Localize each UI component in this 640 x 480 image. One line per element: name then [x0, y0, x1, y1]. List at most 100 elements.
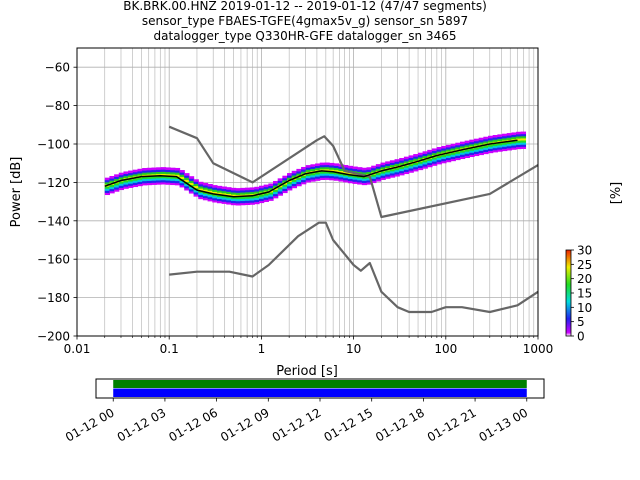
density-cell [516, 142, 522, 145]
density-cell [151, 182, 157, 185]
density-cell [282, 186, 288, 189]
density-cell [249, 193, 255, 197]
density-cell [188, 182, 195, 186]
density-cell [179, 174, 185, 177]
density-cell [436, 151, 442, 154]
density-cell [128, 170, 134, 174]
density-cell [459, 154, 466, 157]
density-cell [179, 180, 185, 184]
density-cell [216, 198, 223, 202]
density-cell [441, 154, 447, 157]
density-cell [431, 148, 438, 152]
density-cell [431, 150, 438, 154]
density-cell [109, 186, 115, 190]
density-cell [216, 192, 223, 195]
density-cell [123, 175, 129, 179]
ppsd-series [104, 125, 539, 314]
density-cell [474, 149, 480, 152]
density-cell [516, 138, 522, 141]
density-cell [441, 156, 447, 160]
density-cell [516, 146, 522, 150]
density-cell [156, 167, 162, 170]
density-cell [469, 148, 475, 151]
density-cell [347, 165, 354, 169]
density-cell [198, 183, 204, 187]
density-cell [249, 200, 255, 203]
density-cell [343, 165, 349, 168]
density-cell [174, 178, 181, 182]
density-cell [459, 145, 466, 149]
density-cell [413, 166, 419, 170]
low-noise-model-line [169, 221, 539, 314]
density-cell [109, 188, 115, 192]
density-cell [431, 152, 438, 156]
density-cell [329, 165, 335, 168]
density-cell [188, 186, 195, 190]
density-cell [310, 176, 316, 180]
density-cell [235, 198, 241, 202]
density-cell [436, 161, 442, 165]
density-cell [263, 186, 269, 190]
density-cell [343, 171, 349, 174]
density-cell [450, 156, 456, 160]
density-cell [497, 142, 503, 146]
density-cell [492, 149, 498, 153]
density-cell [240, 200, 246, 204]
density-cell [259, 200, 265, 204]
density-cell [488, 135, 494, 139]
density-cell [417, 154, 424, 158]
density-cell [371, 176, 377, 179]
density-cell [230, 198, 237, 201]
density-cell [343, 175, 349, 179]
density-cell [291, 170, 297, 174]
density-cell [319, 177, 326, 181]
density-cell [184, 177, 190, 180]
density-cell [371, 178, 377, 181]
density-cell [441, 148, 447, 151]
high-noise-model-line [168, 125, 539, 219]
density-cell [287, 187, 293, 191]
density-cell [399, 166, 405, 170]
density-cell [273, 193, 279, 197]
density-cell [441, 150, 447, 153]
density-cell [216, 185, 223, 189]
density-cell [273, 195, 279, 199]
density-cell [198, 188, 204, 191]
density-cell [315, 174, 321, 177]
density-cell [333, 173, 340, 177]
density-cell [174, 170, 181, 173]
density-cell [371, 180, 377, 184]
density-cell [380, 173, 386, 176]
density-cell [389, 160, 396, 163]
density-cell [123, 171, 129, 175]
density-cell [371, 174, 377, 177]
density-cell [506, 145, 513, 149]
density-cell [202, 195, 209, 199]
density-cell [511, 132, 517, 136]
density-cell [385, 171, 391, 175]
density-cell [315, 171, 321, 175]
density-cell [226, 191, 232, 194]
density-cell [422, 161, 428, 165]
density-cell [296, 183, 302, 187]
density-cell [324, 177, 330, 180]
density-cell [212, 185, 218, 188]
density-cell [254, 201, 260, 205]
density-cell [375, 168, 382, 171]
density-cell [516, 144, 522, 148]
density-cell [301, 171, 307, 174]
density-cell [469, 152, 475, 155]
y-tick-label: −100 [37, 138, 70, 152]
colorbar-tick-label: 30 [577, 244, 592, 258]
density-cell [263, 199, 269, 202]
density-cell [417, 165, 424, 168]
density-cell [151, 167, 157, 171]
density-cell [160, 169, 167, 172]
density-cell [230, 202, 237, 206]
density-cell [109, 180, 115, 183]
density-cell [357, 177, 363, 181]
density-cell [123, 181, 129, 185]
density-cell [216, 200, 223, 204]
density-cell [338, 176, 344, 180]
density-cell [254, 188, 260, 192]
